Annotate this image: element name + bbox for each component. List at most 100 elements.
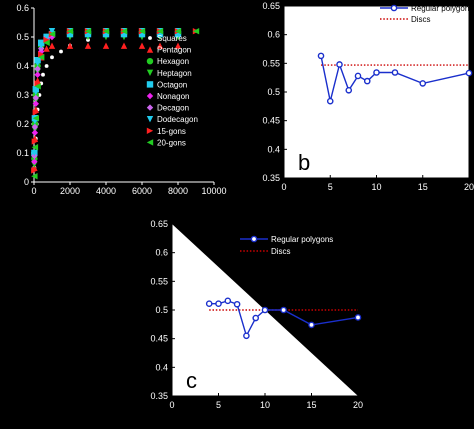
panel-a-data-point [34,80,41,87]
panel-a-x-tick-label: 2000 [60,186,80,196]
panel-a-legend-marker [146,81,154,88]
panel-b-y-tick-label: 0.65 [262,1,280,11]
panel-b-x-tick-label: 20 [464,182,474,192]
panel-a-data-point [48,30,56,38]
panel-a-data-point [43,45,50,52]
panel-c-data-point [252,314,259,322]
panel-c-data-point [233,300,241,308]
panel-a-legend-label: Heptagon [157,69,192,78]
panel-a-data-point [59,49,63,54]
panel-a-data-point [32,88,39,96]
panel-a-data-point [84,42,92,49]
panel-a-legend-label: Nonagon [157,92,189,101]
panel-a-data-point [34,65,41,73]
panel-a-data-point [32,100,39,107]
panel-a-y-tick-label: 0 [24,177,29,187]
panel-c-x-tick-label: 5 [216,400,221,410]
panel-c-legend-label: Regular polygons [271,235,333,244]
panel-a-data-point [138,42,146,49]
panel-a-data-point [102,42,110,49]
panel-b-y-tick-label: 0.5 [267,87,280,97]
panel-a-data-point [102,28,110,35]
panel-c-y-tick-label: 0.35 [150,391,168,401]
panel-a-legend-marker [146,127,154,134]
panel-a-legend-marker [146,69,154,76]
panel-a-data-point [174,42,182,49]
panel-a-legend-label: Squares [157,34,187,43]
panel-b-data-point [419,80,427,87]
panel-a-legend-marker [148,36,152,40]
panel-a-data-point [31,173,38,180]
panel-b-x-tick-label: 10 [371,182,381,192]
panel-a-legend-marker [146,46,154,53]
panel-c-data-point [308,321,315,329]
panel-a-legend-label: 15-gons [157,127,186,136]
panel-a-legend-marker [146,116,154,123]
panel-a-data-point [31,123,39,131]
panel-b-y-tick-label: 0.6 [267,30,280,40]
panel-a-legend-marker [146,139,154,146]
panel-a-data-point [31,158,38,165]
panel-b-data-point [326,97,334,105]
panel-c-data-point [354,314,362,321]
panel-a-data-point [120,28,128,35]
panel-a-x-tick-label: 8000 [168,186,188,196]
panel-a-x-tick-label: 10000 [201,186,226,196]
panel-c-data-point [224,297,232,305]
panel-c-data-point [205,300,213,307]
panel-a-data-point [32,109,39,116]
panel-b-y-tick-label: 0.35 [262,173,280,183]
panel-a-y-tick-label: 0.2 [16,119,29,129]
panel-b-polygon-line [320,55,470,102]
panel-c-data-point [215,300,222,307]
panel-a-data-point [120,42,128,49]
panel-c-data-point [243,332,250,340]
panel-a-data-point [156,28,164,35]
panel-a-data-point [31,138,39,145]
panel-c-x-tick-label: 20 [353,400,363,410]
panel-a-data-point [192,28,200,35]
panel-b-data-point [317,52,325,60]
panel-a-data-point [156,42,164,49]
panel-b-legend-label: Discs [411,15,431,24]
panel-c-x-tick-label: 10 [260,400,270,410]
panel-a-x-tick-label: 4000 [96,186,116,196]
panel-c-chart: 0 5 10 15 20 0.35 0.4 0.45 0.5 0.55 0.6 0.65 Regular… [150,219,363,410]
panel-a-data-point [43,36,50,44]
panel-a-data-point [32,94,39,102]
panel-b-data-point [336,61,343,68]
panel-c-y-tick-label: 0.5 [155,305,168,315]
panel-c-polygon-line [209,300,359,338]
panel-a-legend-label: Pentagon [157,46,191,55]
panel-c-legend-marker [250,235,258,243]
panel-b-x-tick-label: 0 [281,182,286,192]
panel-b-data-point [465,69,473,77]
panel-a-data-point [43,39,50,46]
panel-a-data-point [50,55,54,60]
panel-a-y-tick-label: 0.4 [16,61,29,71]
panel-a-legend-marker [146,104,154,111]
panel-a-data-point [44,64,49,68]
panel-a-data-point [48,42,56,49]
panel-b-legend-marker [390,4,398,12]
panel-a-data-point [31,149,38,157]
panel-a-data-point [38,54,45,61]
panel-b-data-point [345,86,353,94]
panel-a-data-point [174,28,182,35]
panel-a-y-tick-label: 0.1 [16,148,29,158]
panel-a-data-point [84,28,92,35]
panel-b-y-tick-label: 0.45 [262,116,280,126]
panel-b-data-point [373,69,380,76]
panel-b-y-tick-label: 0.4 [267,144,280,154]
panel-a-y-tick-label: 0.5 [16,32,29,42]
panel-a-data-point [41,72,45,77]
panel-a-data-point [31,144,39,151]
panel-a-legend-label: Decagon [157,104,189,113]
panel-a-data-point [66,42,74,49]
panel-b-letter: b [298,150,310,175]
panel-a-y-tick-label: 0.6 [16,3,29,13]
panel-c-data-point [280,306,287,314]
panel-a-x-tick-label: 0 [31,186,36,196]
panel-c-x-tick-label: 15 [306,400,316,410]
panel-c-data-point [261,306,269,314]
